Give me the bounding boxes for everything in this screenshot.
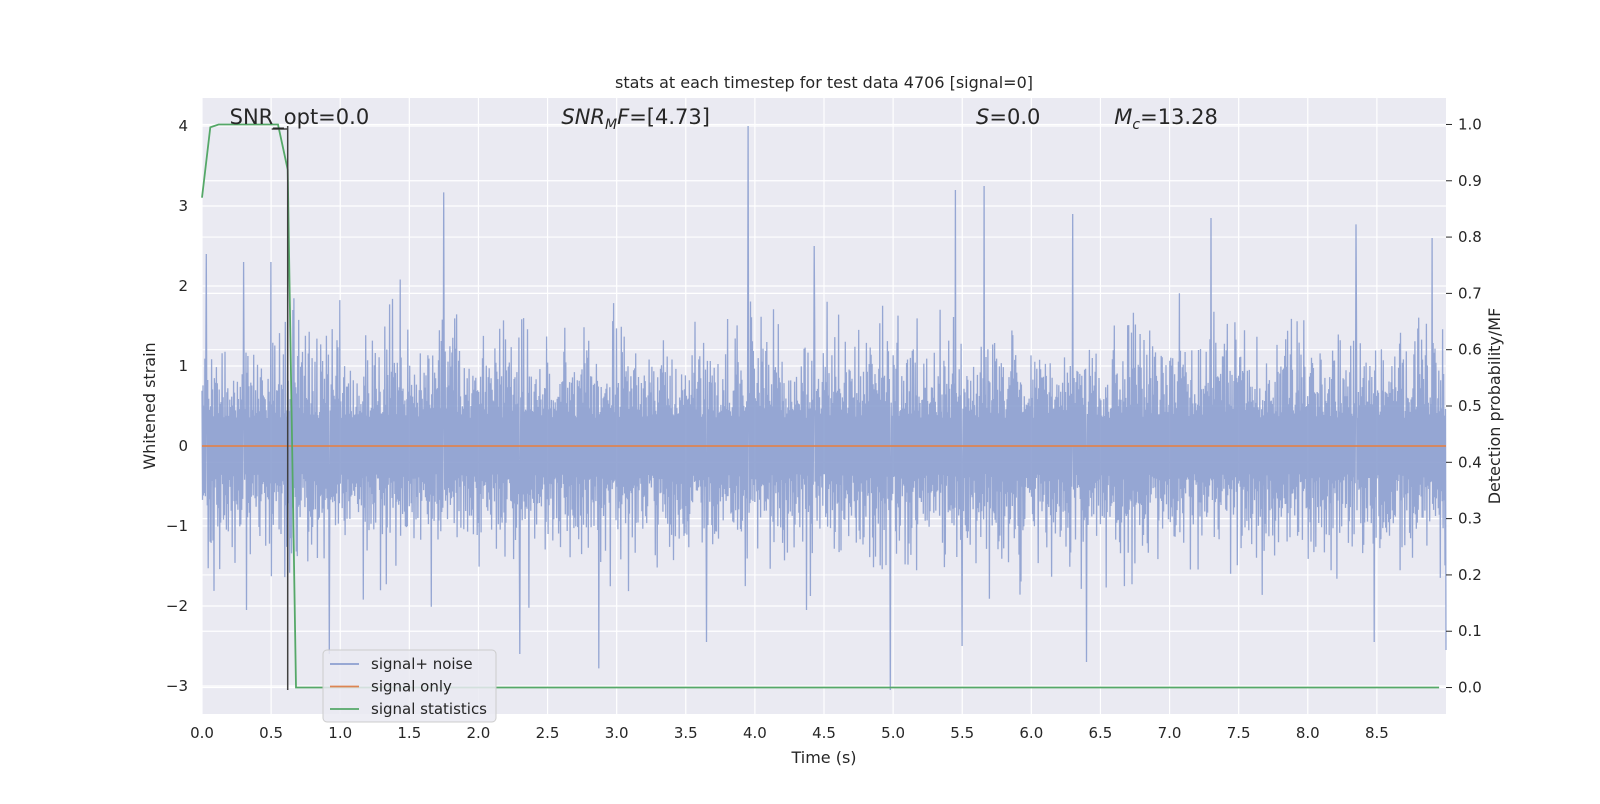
annotation-part: F xyxy=(617,105,630,129)
x-tick-label: 4.0 xyxy=(743,724,767,742)
y-tick-label-left: −2 xyxy=(166,597,188,615)
legend-box xyxy=(322,649,497,723)
legend: signal+ noise signal only signal statistic… xyxy=(322,649,497,723)
x-tick-label: 4.5 xyxy=(812,724,836,742)
x-tick-label: 1.5 xyxy=(397,724,421,742)
stat-annotation: S=0.0 xyxy=(976,105,1040,129)
annotations: SNR_opt=0.0 SNRMF=[4.73] S=0.0 Mc=13.28 xyxy=(230,105,1218,133)
annotation-part: S xyxy=(976,105,989,129)
chart-title: stats at each timestep for test data 470… xyxy=(615,73,1033,92)
y-tick-label-right: 0.1 xyxy=(1458,622,1482,640)
annotation-part: M xyxy=(605,117,617,133)
y-tick-label-left: −1 xyxy=(166,517,188,535)
x-tick-label: 7.0 xyxy=(1158,724,1182,742)
axis-ticks: 0.0 0.5 1.0 1.5 2.0 2.5 3.0 3.5 4.0 4.5 5.0 5.5 6.0 6… xyxy=(166,115,1482,742)
x-tick-label: 8.5 xyxy=(1365,724,1389,742)
y-tick-label-left: 1 xyxy=(178,357,188,375)
annotation-part: SNR_opt=0.0 xyxy=(230,105,370,130)
y-tick-label-right: 1.0 xyxy=(1458,115,1482,133)
x-tick-label: 0.5 xyxy=(259,724,283,742)
x-tick-label: 5.0 xyxy=(881,724,905,742)
lines-layer xyxy=(201,123,1446,690)
y-tick-label-left: 2 xyxy=(178,277,188,295)
legend-label: signal statistics xyxy=(371,700,487,718)
series-signal-statistics xyxy=(201,123,1440,689)
stat-annotation: SNR_opt=0.0 xyxy=(230,105,370,130)
x-axis-label: Time (s) xyxy=(790,748,856,767)
annotation-part: =13.28 xyxy=(1140,105,1218,129)
y-tick-label-left: 4 xyxy=(178,117,188,135)
stat-annotation: Mc=13.28 xyxy=(1114,105,1218,133)
x-tick-label: 0.0 xyxy=(190,724,214,742)
annotation-part: c xyxy=(1132,117,1140,133)
y-tick-label-right: 0.3 xyxy=(1458,510,1482,528)
annotation-part: =0.0 xyxy=(989,105,1040,129)
noise-trace xyxy=(201,125,1447,691)
x-tick-label: 2.0 xyxy=(467,724,491,742)
y-tick-label-right: 0.4 xyxy=(1458,453,1482,471)
y-tick-label-right: 0.6 xyxy=(1458,341,1482,359)
y-tick-label-right: 0.7 xyxy=(1458,284,1482,302)
x-tick-label: 7.5 xyxy=(1227,724,1251,742)
x-tick-label: 8.0 xyxy=(1296,724,1320,742)
y-tick-label-right: 0.9 xyxy=(1458,172,1482,190)
x-tick-label: 6.5 xyxy=(1089,724,1113,742)
annotation-part: M xyxy=(1114,105,1132,129)
stat-annotation: SNRMF=[4.73] xyxy=(561,105,710,133)
x-tick-label: 3.0 xyxy=(605,724,629,742)
y-tick-label-left: 3 xyxy=(178,197,188,215)
x-tick-label: 2.5 xyxy=(536,724,560,742)
x-tick-label: 3.5 xyxy=(674,724,698,742)
legend-label: signal only xyxy=(371,678,452,696)
y-tick-label-right: 0.0 xyxy=(1458,679,1482,697)
x-tick-label: 5.5 xyxy=(950,724,974,742)
y-tick-label-right: 0.2 xyxy=(1458,566,1482,584)
y-axis-label-right: Detection probability/MF xyxy=(1485,308,1504,505)
annotation-part: SNR xyxy=(561,105,605,129)
x-tick-label: 1.0 xyxy=(328,724,352,742)
legend-label: signal+ noise xyxy=(371,655,473,673)
y-axis-label-left: Whitened strain xyxy=(140,342,159,469)
y-tick-label-right: 0.8 xyxy=(1458,228,1482,246)
x-tick-label: 6.0 xyxy=(1019,724,1043,742)
y-tick-label-right: 0.5 xyxy=(1458,397,1482,415)
series-signal-plus-noise xyxy=(201,125,1447,691)
y-tick-label-left: 0 xyxy=(178,437,188,455)
y-tick-label-left: −3 xyxy=(166,677,188,695)
annotation-part: =[4.73] xyxy=(629,105,710,129)
